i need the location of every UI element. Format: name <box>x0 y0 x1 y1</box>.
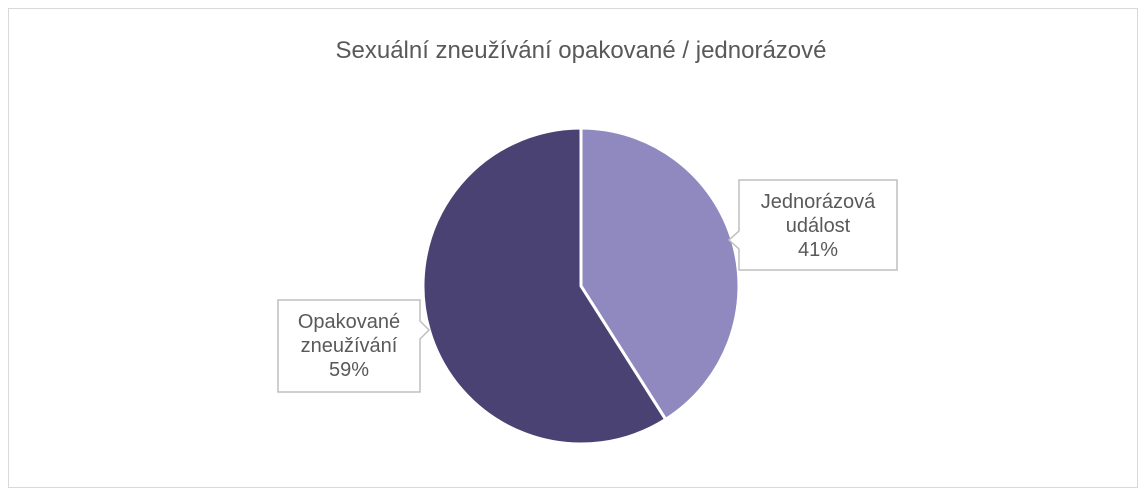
label-box <box>277 299 431 393</box>
value-label: 41% <box>798 239 838 261</box>
value-label: 59% <box>329 359 369 381</box>
category-label: Jednorázová událost <box>761 191 876 237</box>
label-box <box>727 179 898 271</box>
category-label: Opakované zneužívání <box>298 311 400 357</box>
chart-title: Sexuální zneužívání opakované / jednoráz… <box>335 37 826 64</box>
